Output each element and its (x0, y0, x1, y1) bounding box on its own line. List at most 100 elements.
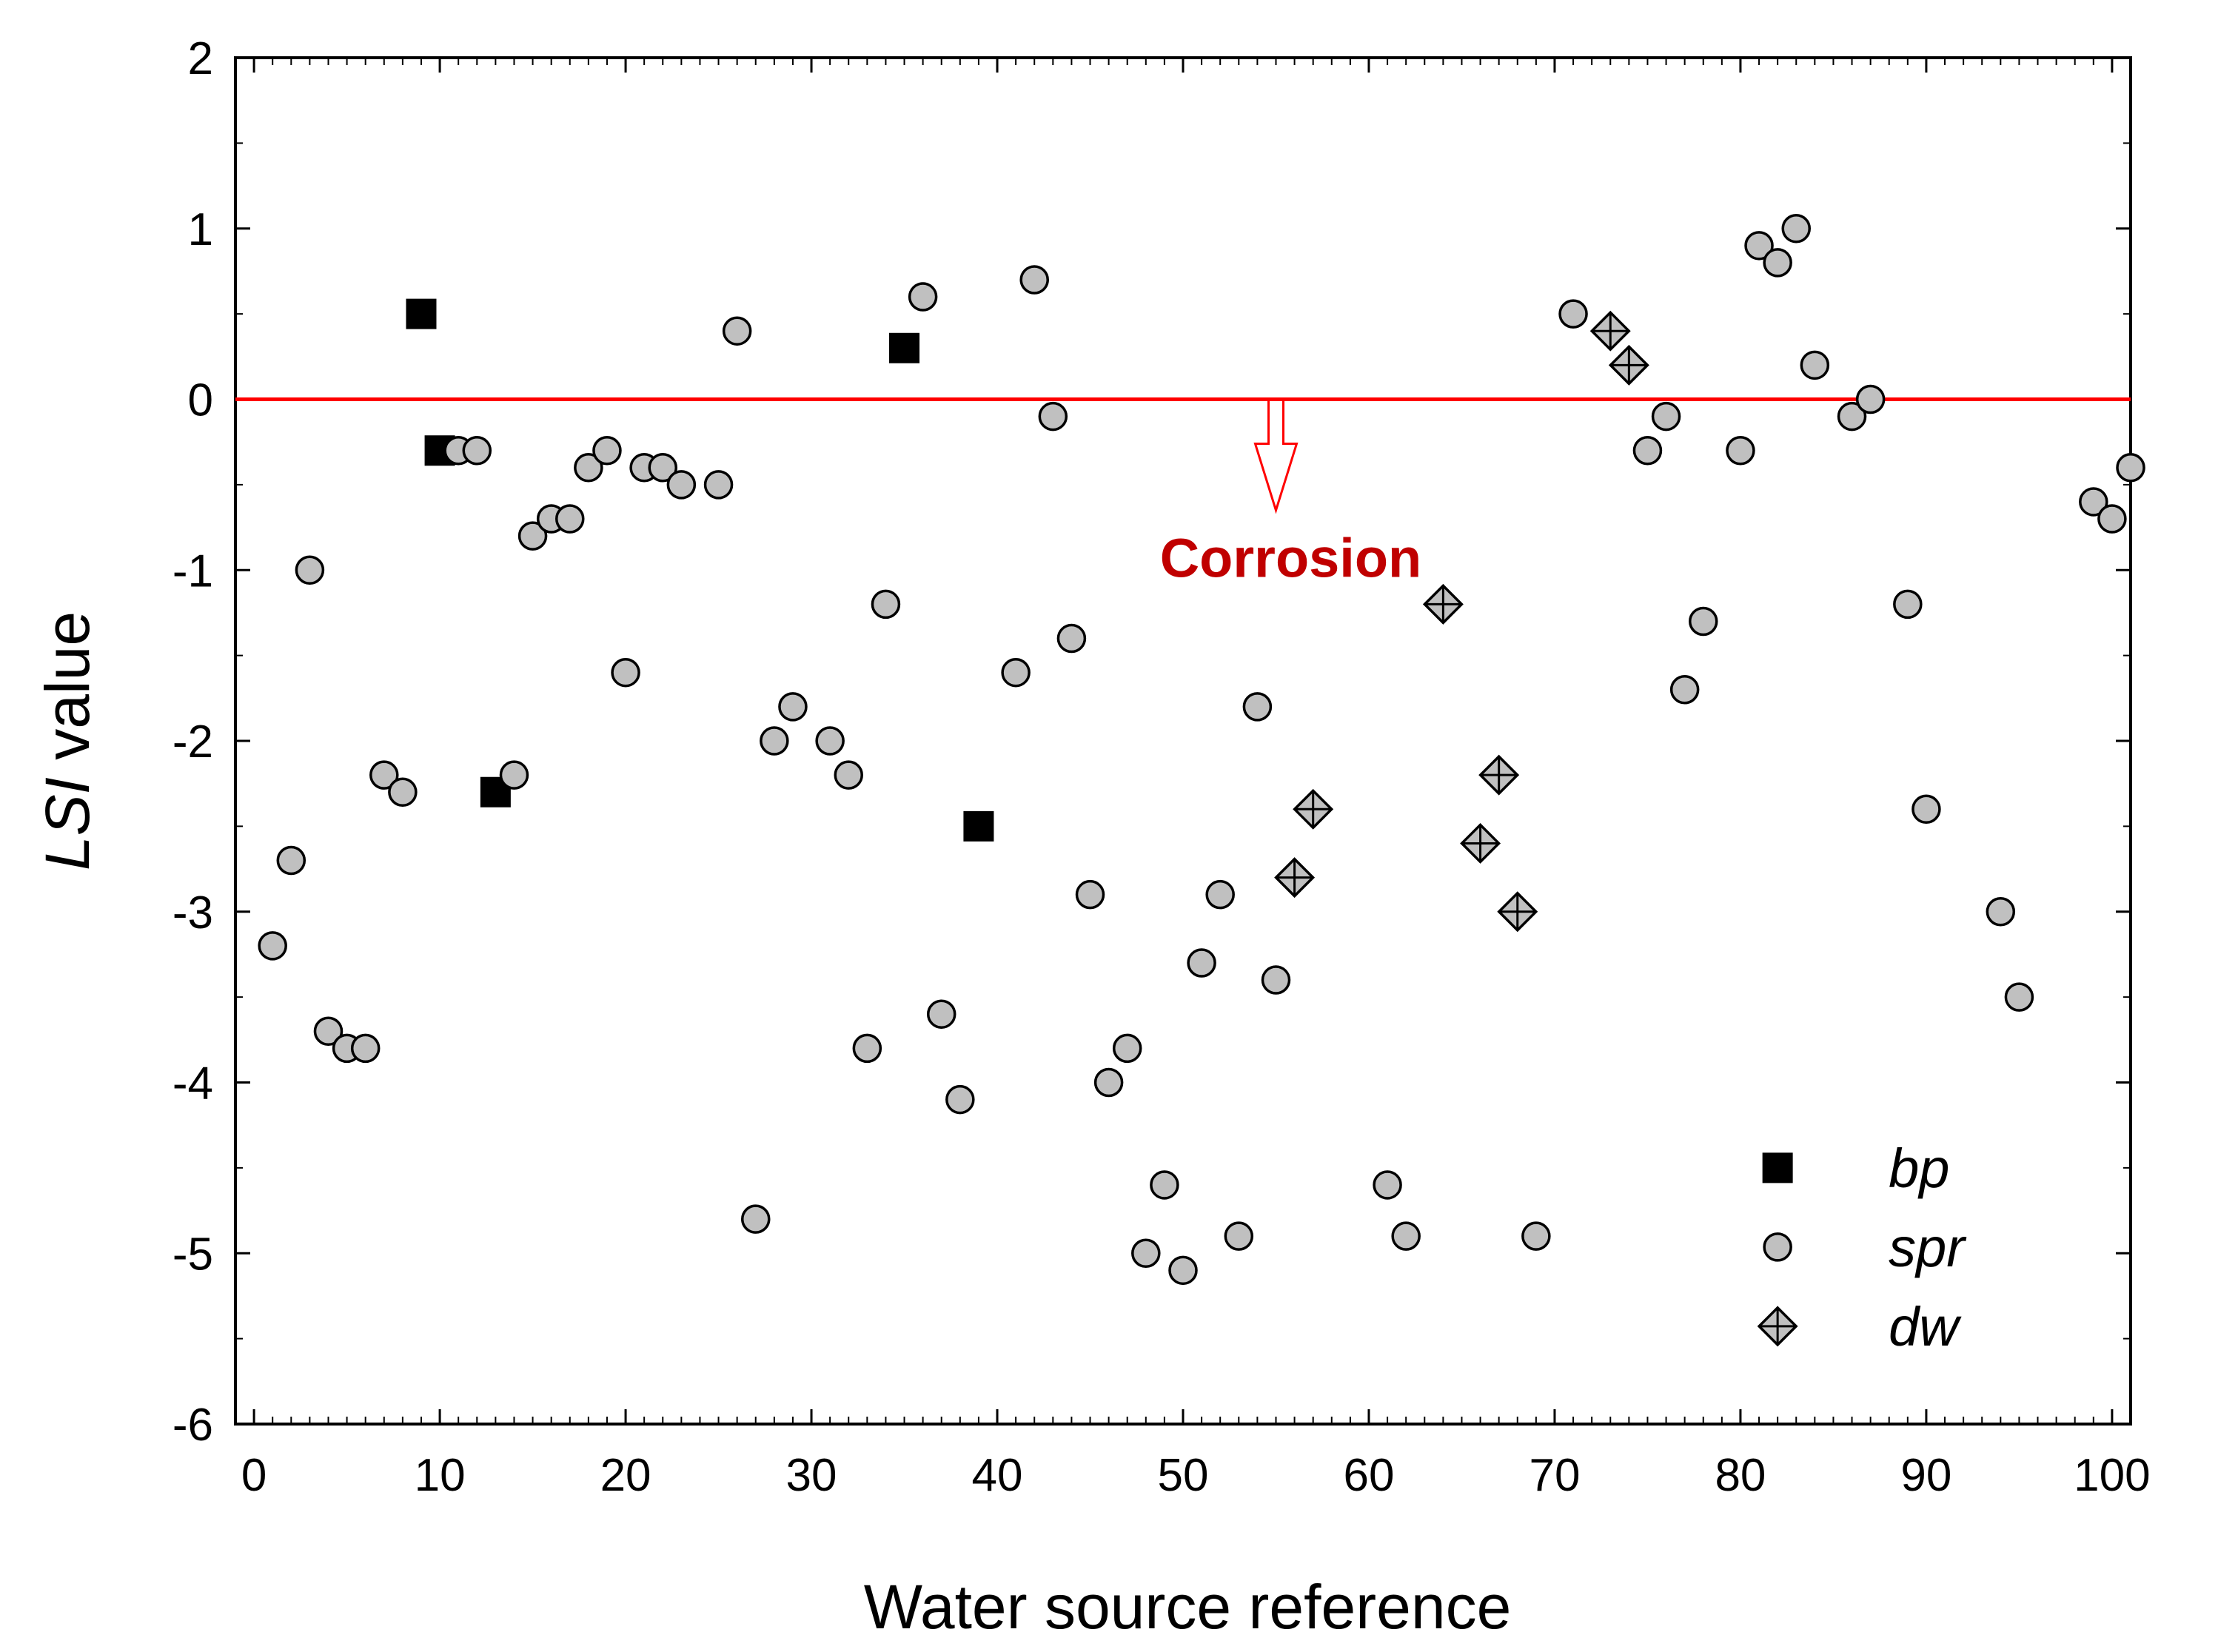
point-spr (2116, 453, 2145, 483)
tick-labels: 0 10 20 30 40 50 60 70 80 90 100 -6 -5 -4 -3 -2 -1 0 1 2 (172, 33, 2151, 1501)
point-spr (1632, 435, 1663, 466)
legend-marker-dw (1757, 1306, 1798, 1347)
point-spr (1912, 794, 1941, 825)
x-axis-title: Water source reference (864, 1572, 1512, 1642)
corrosion-annotation: Corrosion (1160, 528, 1422, 589)
point-spr (574, 453, 603, 483)
point-spr (1131, 1238, 1161, 1268)
legend-label-spr: spr (1889, 1217, 1967, 1278)
point-spr (1242, 692, 1273, 722)
x-tick-label: 10 (415, 1450, 466, 1501)
point-dw (1608, 344, 1649, 386)
y-axis-title-rest: value (33, 611, 102, 777)
point-bp (889, 332, 920, 363)
point-spr (1521, 1221, 1551, 1251)
point-spr (1168, 1255, 1198, 1286)
y-tick-label: -2 (172, 716, 213, 768)
y-tick-label: 2 (188, 33, 213, 84)
point-spr (648, 453, 678, 483)
point-spr (1391, 1221, 1421, 1251)
point-spr (1224, 1221, 1254, 1251)
point-spr (369, 760, 399, 790)
x-tick-label: 20 (600, 1450, 651, 1501)
point-spr (1558, 299, 1588, 329)
point-spr (834, 760, 863, 790)
data-points (258, 214, 2145, 1286)
point-spr (852, 1033, 882, 1064)
y-tick-label: 0 (188, 375, 213, 426)
point-spr (1261, 965, 1291, 995)
point-spr (1112, 1033, 1142, 1064)
point-spr (908, 282, 938, 312)
x-tick-label: 50 (1158, 1450, 1209, 1501)
point-spr (1800, 350, 1830, 380)
point-spr (276, 845, 306, 876)
point-spr (1038, 401, 1068, 432)
y-tick-label: -3 (172, 887, 213, 939)
point-spr (1855, 384, 1886, 414)
x-tick-label: 60 (1343, 1450, 1394, 1501)
x-tick-label: 90 (1900, 1450, 1951, 1501)
point-spr (703, 470, 734, 500)
point-spr (666, 470, 697, 500)
legend-label-dw: dw (1889, 1296, 1962, 1357)
point-spr (1075, 879, 1105, 910)
point-spr (722, 316, 752, 346)
legend-label-bp: bp (1889, 1138, 1949, 1199)
point-spr (499, 760, 529, 790)
point-spr (611, 657, 640, 688)
point-spr (1093, 1067, 1124, 1098)
axis-ticks (235, 56, 2131, 1426)
corrosion-arrow (1253, 398, 1299, 514)
point-spr (1019, 265, 1049, 295)
point-spr (778, 692, 808, 722)
point-spr (945, 1084, 975, 1115)
point-spr (1837, 401, 1867, 432)
point-spr (1373, 1170, 1402, 1200)
point-spr (1205, 879, 1235, 910)
arrow-shape (1253, 398, 1299, 514)
plot-frame (234, 56, 2132, 1426)
point-spr (592, 435, 622, 466)
point-dw (1422, 583, 1464, 625)
y-tick-label: -1 (172, 545, 213, 597)
x-tick-label: 100 (2074, 1450, 2150, 1501)
point-bp (963, 810, 994, 842)
point-spr (555, 504, 585, 534)
point-spr (1651, 401, 1681, 432)
point-dw (1497, 891, 1538, 933)
point-spr (517, 521, 548, 551)
point-spr (258, 931, 287, 961)
point-spr (2097, 504, 2127, 534)
y-tick-label: 1 (188, 204, 213, 255)
point-bp (406, 298, 437, 329)
point-spr (1688, 606, 1718, 637)
legend-marker-bp (1762, 1152, 1793, 1183)
point-spr (871, 589, 901, 620)
point-dw (1478, 754, 1520, 796)
x-tick-label: 40 (972, 1450, 1023, 1501)
x-tick-label: 30 (786, 1450, 837, 1501)
y-tick-label: -6 (172, 1400, 213, 1451)
point-spr (462, 435, 492, 466)
point-spr (2079, 487, 2108, 517)
point-spr (295, 555, 325, 585)
y-axis-title-italic: LSI (33, 777, 102, 870)
y-tick-label: -4 (172, 1058, 213, 1109)
point-spr (1744, 231, 1774, 261)
point-spr (2004, 982, 2034, 1012)
point-spr (388, 777, 418, 807)
x-tick-label: 80 (1715, 1450, 1766, 1501)
point-dw (1589, 310, 1631, 352)
point-spr (1187, 948, 1216, 978)
point-spr (1726, 435, 1755, 466)
point-spr (1986, 897, 2016, 927)
point-spr (1001, 657, 1031, 688)
point-spr (1781, 214, 1811, 244)
point-spr (740, 1204, 771, 1234)
y-tick-label: -5 (172, 1229, 213, 1280)
point-spr (1056, 623, 1087, 654)
point-spr (1150, 1170, 1179, 1200)
point-spr (313, 1016, 344, 1047)
